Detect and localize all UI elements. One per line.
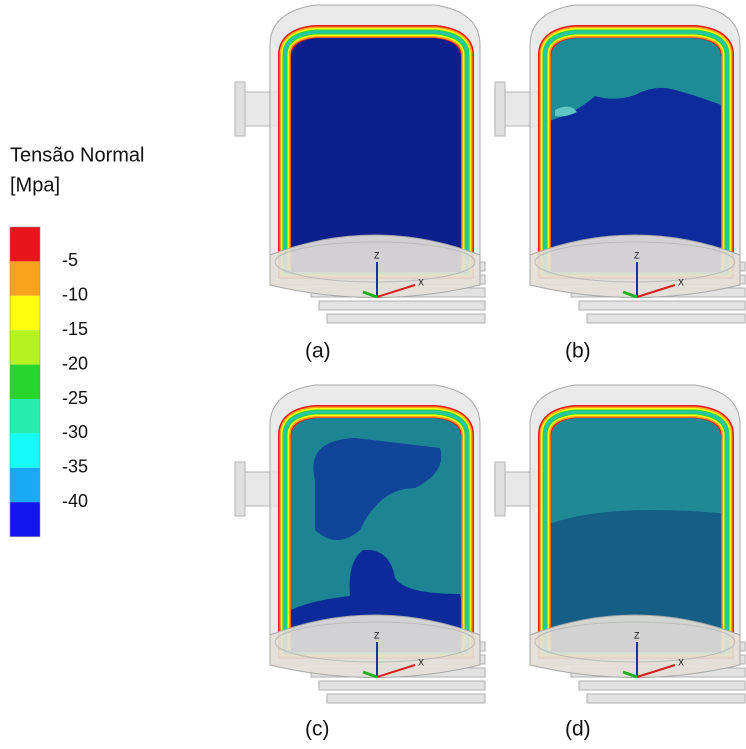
bracket bbox=[235, 462, 245, 516]
legend-swatch bbox=[10, 433, 40, 467]
panel-label: (a) bbox=[305, 340, 331, 363]
axis-label: X bbox=[678, 657, 684, 667]
axis-label: X bbox=[418, 657, 424, 667]
legend-unit: [Mpa] bbox=[10, 174, 60, 196]
base-plate bbox=[587, 314, 745, 323]
legend-swatch bbox=[10, 261, 40, 295]
panel-label: (c) bbox=[305, 718, 330, 741]
base-plate bbox=[327, 314, 485, 323]
base-plate bbox=[327, 694, 485, 703]
figure: Tensão Normal [Mpa] -5 -10 -15 -20 -25 -30 -35… bbox=[0, 0, 746, 749]
legend-swatch bbox=[10, 468, 40, 502]
bottom-dome bbox=[530, 615, 740, 678]
bottom-dome bbox=[270, 615, 480, 678]
panel-label: (b) bbox=[565, 340, 591, 363]
legend-label: -20 bbox=[62, 353, 88, 373]
legend-label: -15 bbox=[62, 319, 88, 339]
legend-title: Tensão Normal bbox=[10, 144, 145, 166]
axis-label: Z bbox=[374, 630, 380, 640]
legend-swatch bbox=[10, 296, 40, 330]
bottom-dome bbox=[270, 235, 480, 298]
legend-swatch bbox=[10, 502, 40, 536]
base-plate bbox=[579, 681, 745, 690]
panel: Z X (d) bbox=[495, 380, 746, 741]
legend-swatch bbox=[10, 227, 40, 261]
panel: Z X (a) bbox=[235, 0, 495, 363]
legend: -5 -10 -15 -20 -25 -30 -35 -40 bbox=[10, 227, 88, 537]
bracket bbox=[235, 82, 245, 136]
axis-label: X bbox=[678, 277, 684, 287]
legend-label: -40 bbox=[62, 491, 88, 511]
base-plate bbox=[579, 301, 745, 310]
axis-label: Z bbox=[634, 630, 640, 640]
legend-swatch bbox=[10, 399, 40, 433]
panel-label: (d) bbox=[565, 718, 591, 741]
legend-label: -35 bbox=[62, 457, 88, 477]
axis-label: Z bbox=[634, 250, 640, 260]
bracket bbox=[495, 82, 505, 136]
base-plate bbox=[319, 681, 485, 690]
bracket bbox=[495, 462, 505, 516]
bottom-dome bbox=[530, 235, 740, 298]
base-plate bbox=[587, 694, 745, 703]
base-plate bbox=[319, 301, 485, 310]
panel: Z X (b) bbox=[495, 0, 746, 363]
legend-label: -25 bbox=[62, 388, 88, 408]
legend-swatch bbox=[10, 365, 40, 399]
legend-swatch bbox=[10, 330, 40, 364]
legend-label: -30 bbox=[62, 422, 88, 442]
panel: Z X (c) bbox=[235, 380, 495, 741]
panels: Z X (a) Z X (b) Z X (c) Z X (d) bbox=[235, 0, 746, 741]
axis-label: X bbox=[418, 277, 424, 287]
legend-label: -5 bbox=[62, 250, 78, 270]
axis-label: Z bbox=[374, 250, 380, 260]
legend-label: -10 bbox=[62, 285, 88, 305]
